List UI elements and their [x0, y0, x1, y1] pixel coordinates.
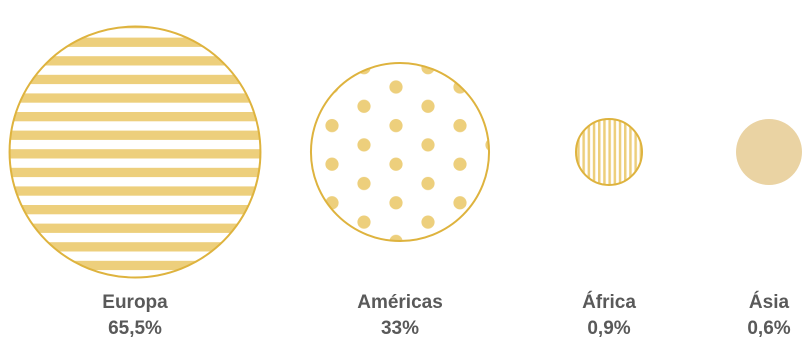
bubbles-group — [8, 25, 802, 279]
bubble-europa — [8, 25, 262, 279]
bubble-label-americas: Américas — [357, 292, 443, 313]
bubble-africa — [575, 118, 643, 186]
bubble-americas — [309, 61, 491, 243]
bubble-value-americas: 33% — [381, 318, 419, 339]
bubble-label-europa: Europa — [102, 292, 168, 313]
labels-group: Europa 65,5% Américas 33% África 0,9% Ásia 0,6% — [102, 291, 790, 339]
bubble-label-africa: África — [582, 291, 636, 313]
bubble-value-europa: 65,5% — [108, 318, 162, 339]
bubble-value-asia: 0,6% — [747, 318, 790, 339]
bubble-value-africa: 0,9% — [587, 318, 630, 339]
bubble-asia — [736, 119, 802, 185]
bubble-label-asia: Ásia — [749, 291, 790, 313]
